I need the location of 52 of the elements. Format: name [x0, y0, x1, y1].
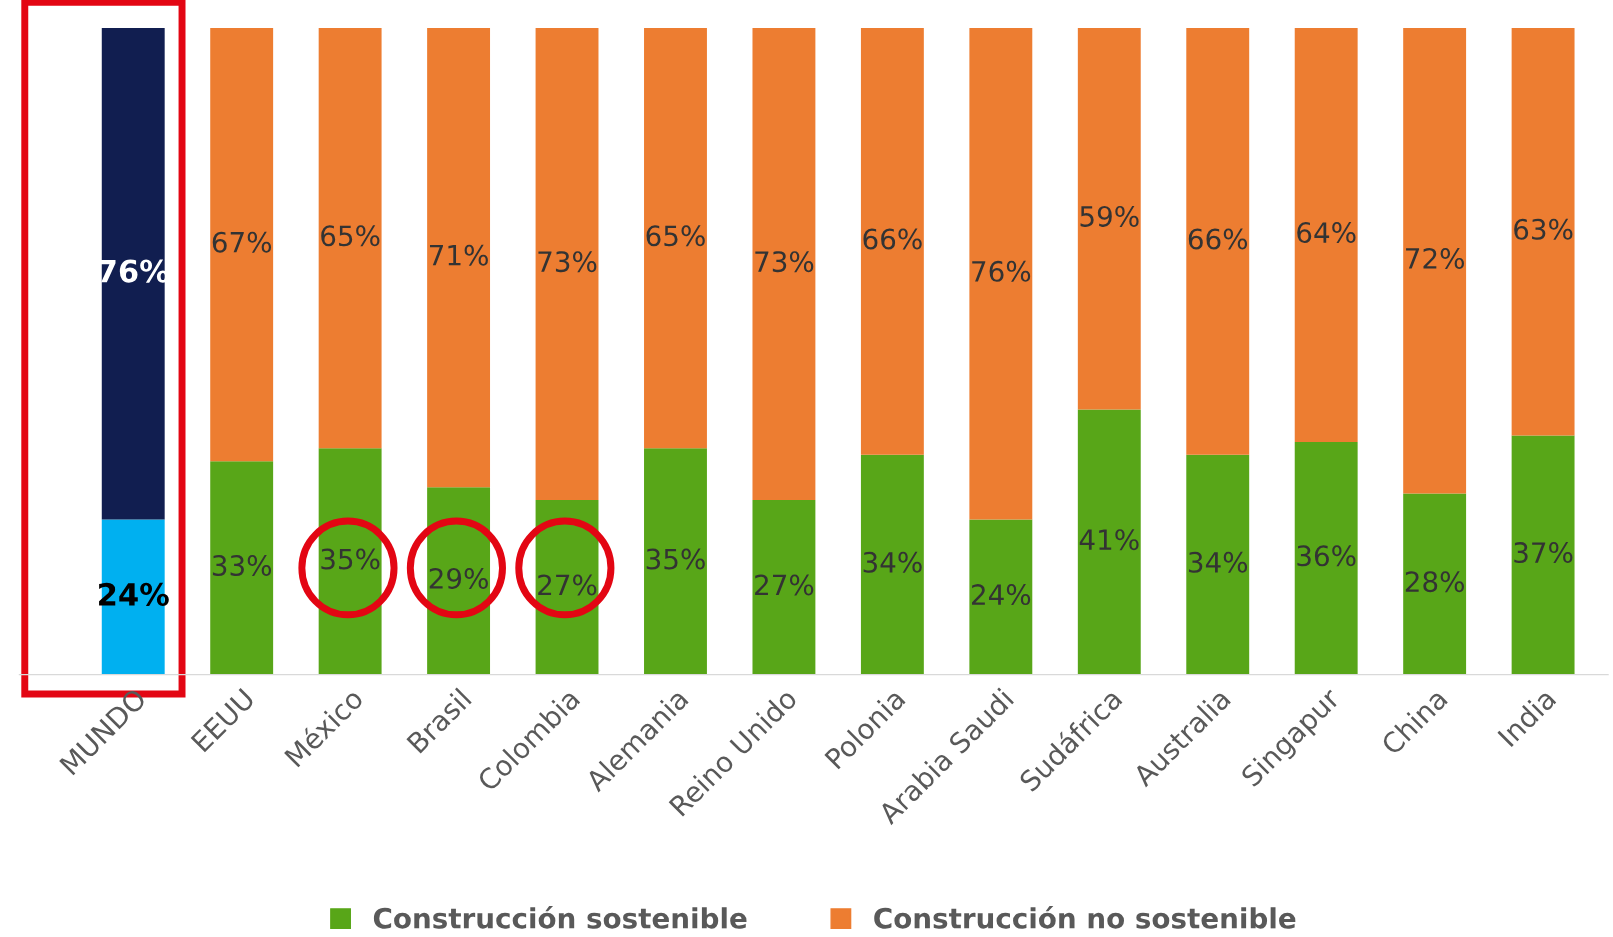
data-label: 37% [1514, 542, 1573, 564]
data-label: 72% [1406, 247, 1464, 269]
data-label: 64% [1297, 222, 1356, 244]
bar [535, 28, 599, 501]
data-label: 41% [1079, 529, 1139, 551]
bar [1294, 441, 1358, 675]
bar [644, 448, 707, 675]
bar [644, 28, 707, 449]
data-label: 63% [1514, 218, 1573, 240]
data-label: 27% [755, 574, 814, 596]
bar [1077, 409, 1141, 675]
bar [752, 500, 816, 675]
data-label: 73% [755, 251, 814, 273]
bar [1186, 28, 1250, 455]
data-label: 35% [646, 548, 705, 570]
data-label: 59% [1080, 205, 1139, 227]
data-label: 67% [212, 231, 272, 253]
bar [1403, 493, 1467, 675]
data-label: 65% [646, 225, 705, 247]
data-label: 27% [538, 574, 597, 596]
bar [860, 28, 924, 455]
data-label: 29% [429, 567, 488, 589]
bar [210, 461, 274, 675]
bar [860, 454, 924, 675]
data-label: 65% [321, 225, 380, 247]
data-label: 33% [212, 555, 272, 577]
data-label: 66% [1188, 228, 1248, 250]
data-label: 34% [1188, 551, 1248, 573]
bar [969, 519, 1033, 675]
data-label: 24% [972, 584, 1031, 606]
bar [1403, 28, 1467, 494]
bar [101, 28, 165, 520]
legend-label: Construcción no sostenible [874, 906, 1296, 929]
data-label: 71% [429, 244, 488, 266]
data-label: 36% [1297, 545, 1356, 567]
data-label: 66% [863, 228, 922, 250]
bar [1511, 28, 1575, 436]
data-label: 35% [321, 548, 380, 570]
legend-label: Construcción sostenible [373, 906, 747, 929]
data-label: 28% [1405, 571, 1464, 593]
bar [1077, 28, 1141, 410]
data-label: 76% [972, 260, 1031, 282]
bar [210, 28, 274, 462]
bar [427, 28, 491, 488]
bar [969, 28, 1033, 520]
data-label: 73% [538, 251, 597, 273]
data-label: 34% [863, 551, 922, 573]
bar [752, 28, 816, 501]
bar [1186, 454, 1250, 675]
bar [1511, 435, 1575, 675]
bar [1294, 28, 1358, 442]
bar [318, 28, 382, 449]
